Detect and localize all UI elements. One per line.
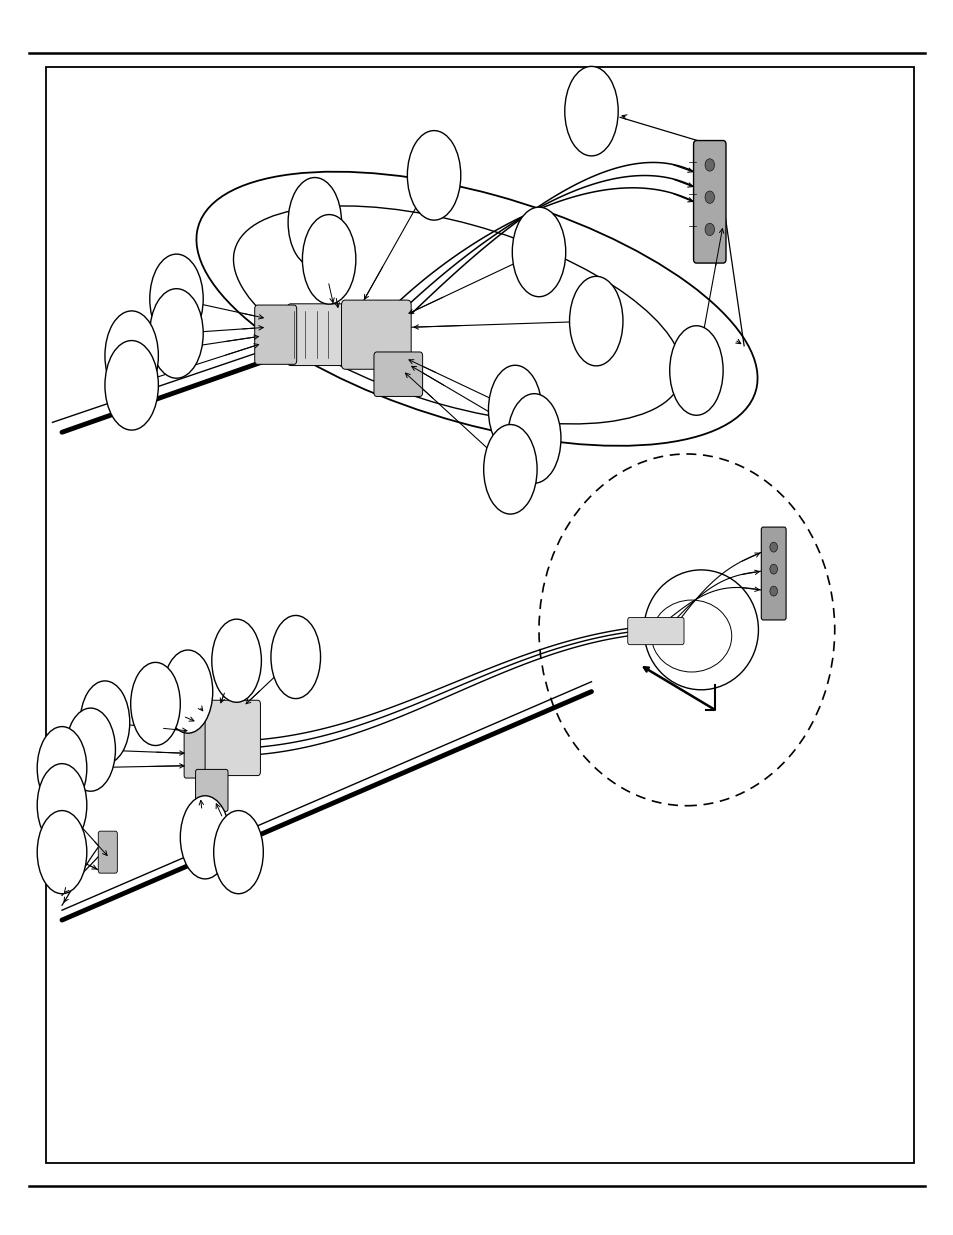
- Ellipse shape: [37, 763, 87, 847]
- Circle shape: [769, 564, 777, 574]
- Ellipse shape: [288, 178, 341, 267]
- Ellipse shape: [569, 277, 622, 366]
- Ellipse shape: [105, 311, 158, 400]
- FancyBboxPatch shape: [693, 141, 725, 263]
- Ellipse shape: [488, 366, 541, 454]
- Ellipse shape: [213, 810, 263, 894]
- FancyBboxPatch shape: [184, 699, 205, 778]
- Ellipse shape: [507, 394, 560, 483]
- Ellipse shape: [180, 795, 230, 879]
- FancyBboxPatch shape: [254, 305, 296, 364]
- Ellipse shape: [302, 215, 355, 304]
- Ellipse shape: [483, 425, 537, 514]
- Ellipse shape: [37, 810, 87, 894]
- Ellipse shape: [150, 254, 203, 343]
- Ellipse shape: [66, 708, 115, 792]
- Ellipse shape: [105, 341, 158, 430]
- Ellipse shape: [564, 67, 618, 156]
- Ellipse shape: [163, 650, 213, 734]
- Ellipse shape: [669, 326, 722, 415]
- Circle shape: [769, 542, 777, 552]
- FancyBboxPatch shape: [760, 527, 785, 620]
- Ellipse shape: [512, 207, 565, 296]
- Ellipse shape: [150, 289, 203, 378]
- FancyBboxPatch shape: [374, 352, 422, 396]
- Ellipse shape: [80, 680, 130, 764]
- FancyBboxPatch shape: [193, 700, 260, 776]
- Circle shape: [704, 159, 714, 172]
- Circle shape: [769, 587, 777, 597]
- FancyBboxPatch shape: [98, 831, 117, 873]
- Ellipse shape: [212, 619, 261, 703]
- Ellipse shape: [37, 726, 87, 810]
- FancyBboxPatch shape: [341, 300, 411, 369]
- Ellipse shape: [131, 662, 180, 746]
- Circle shape: [704, 224, 714, 236]
- Bar: [46, 67, 913, 1163]
- Circle shape: [704, 191, 714, 204]
- Ellipse shape: [407, 131, 460, 220]
- FancyBboxPatch shape: [287, 304, 347, 366]
- Ellipse shape: [271, 615, 320, 699]
- FancyBboxPatch shape: [195, 769, 228, 811]
- FancyBboxPatch shape: [627, 618, 683, 645]
